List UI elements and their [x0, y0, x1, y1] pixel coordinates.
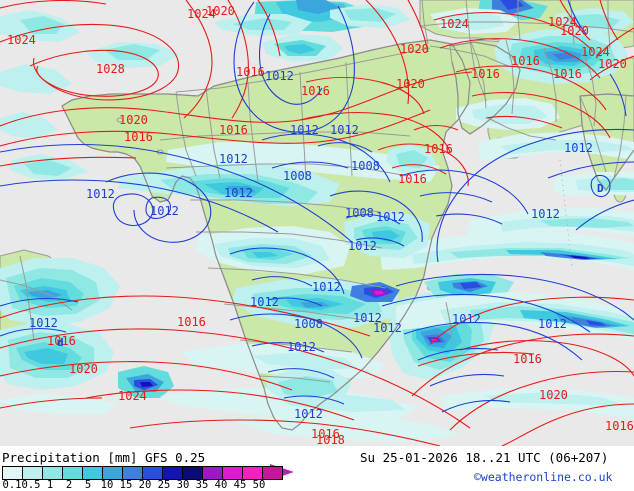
isobar-label: 1016	[177, 315, 206, 329]
isobar-label: 1016	[398, 172, 427, 186]
colorbar-tick: 1	[46, 479, 54, 491]
colorbar-tick: 50	[252, 479, 266, 491]
isobar-label: 1012	[294, 407, 323, 421]
isobar-label: 1018	[316, 433, 345, 446]
isobar-label: 1008	[294, 317, 323, 331]
pressure-centre-marker: d	[57, 336, 64, 349]
isobar-label: 1012	[219, 152, 248, 166]
colorbar-tick: 0.1	[2, 479, 22, 491]
colorbar-swatch	[103, 467, 123, 479]
chart-title: Precipitation [mm] GFS 0.25	[2, 450, 206, 465]
colorbar-swatch	[143, 467, 163, 479]
isobar-label: 1020	[539, 388, 568, 402]
isobar-label: 1020	[396, 77, 425, 91]
isobar-label: 1016	[511, 54, 540, 68]
isobar-label: 1012	[290, 123, 319, 137]
colorbar-swatch	[43, 467, 63, 479]
colorbar-tick: 2	[65, 479, 73, 491]
colorbar-tick: 0.5	[21, 479, 41, 491]
isobar-label: 1012	[312, 280, 341, 294]
colorbar-swatch	[163, 467, 183, 479]
isobar-label: 1012	[564, 141, 593, 155]
isobars-low	[0, 0, 634, 413]
isobar-label: 1028	[96, 62, 125, 76]
isobar-label: 1024	[118, 389, 147, 403]
colorbar-swatch	[203, 467, 223, 479]
isobar-label: 1016	[513, 352, 542, 366]
isobar-label: 1024	[7, 33, 36, 47]
colorbar-tick: 15	[119, 479, 133, 491]
colorbar-tick: 40	[214, 479, 228, 491]
colorbar-swatch	[123, 467, 143, 479]
isobar-label: 1024	[548, 15, 577, 29]
isobar-label: 1012	[265, 69, 294, 83]
isobar-label: 1016	[47, 334, 76, 348]
colorbar-swatch	[23, 467, 43, 479]
isobar-label: 1020	[206, 4, 235, 18]
isobar-label: 1012	[86, 187, 115, 201]
colorbar-tick: 25	[157, 479, 171, 491]
isobar-label: 1020	[119, 113, 148, 127]
isobar-label: 1020	[69, 362, 98, 376]
isobar-label: 1020	[400, 42, 429, 56]
canary-islands	[116, 117, 124, 123]
colorbar-swatch	[3, 467, 23, 479]
isobar-label: 1012	[250, 295, 279, 309]
precipitation-map[interactable]: 1028 1024 1024 1024 1024 1024 1020 1020 1020 1020…	[0, 0, 634, 446]
isobar-label: 1012	[376, 210, 405, 224]
isobar-label: 1012	[224, 186, 253, 200]
isobar-label: 1012	[348, 239, 377, 253]
colorbar-swatch	[243, 467, 263, 479]
copyright-credit: ©weatheronline.co.uk	[474, 470, 613, 484]
isobar-label: 1024	[581, 45, 610, 59]
isobar-label: 1020	[560, 24, 589, 38]
colorbar-swatches	[2, 466, 283, 480]
isobar-label: 1016	[236, 65, 265, 79]
isobar-label: 1008	[283, 169, 312, 183]
isobar-label: 1016	[553, 67, 582, 81]
legend-footer: Precipitation [mm] GFS 0.25 Su 25-01-202…	[0, 446, 634, 491]
colorbar-swatch	[183, 467, 203, 479]
isobar-label: 1012	[531, 207, 560, 221]
isobar-label: 1012	[150, 204, 179, 218]
isobar-label: 1016	[124, 130, 153, 144]
isobar-label: 1012	[353, 311, 382, 325]
isobar-label: 1012	[29, 316, 58, 330]
isobar-label: 1012	[330, 123, 359, 137]
colorbar-swatch	[63, 467, 83, 479]
colorbar-swatch	[83, 467, 103, 479]
colorbar-tick: 30	[176, 479, 190, 491]
isobar-label: 1016	[301, 84, 330, 98]
pressure-centre-marker: D	[597, 182, 604, 195]
isobar-label: 1012	[452, 312, 481, 326]
isobar-label: 1012	[538, 317, 567, 331]
isobar-label: 1008	[351, 159, 380, 173]
isobars-high	[0, 0, 634, 446]
colorbar-tick: 10	[100, 479, 114, 491]
isobar-label: 1020	[598, 57, 627, 71]
colorbar-swatch	[263, 467, 282, 479]
colorbar-tick: 35	[195, 479, 209, 491]
isobar-label: 1016	[311, 427, 340, 441]
isobar-label: 1016	[605, 419, 634, 433]
isobar-label: 1008	[345, 206, 374, 220]
colorbar-tick: 5	[84, 479, 92, 491]
isobar-label: 1024	[187, 7, 216, 21]
isobar-label: 1016	[424, 142, 453, 156]
isobar-label: 1012	[287, 340, 316, 354]
colorbar-tick: 45	[233, 479, 247, 491]
precipitation-field	[0, 0, 634, 442]
isobar-label: 1016	[219, 123, 248, 137]
colorbar-swatch	[223, 467, 243, 479]
map-canvas	[0, 0, 634, 446]
isobar-label: 1024	[440, 17, 469, 31]
isobar-label: 1012	[373, 321, 402, 335]
colorbar-tick: 20	[138, 479, 152, 491]
isobar-label: 1016	[471, 67, 500, 81]
forecast-timestamp: Su 25-01-2026 18..21 UTC (06+207)	[360, 450, 609, 465]
colorbar: 0.1 0.5 1 2 5 10 15 20 25 30 35 40 45 50	[2, 464, 332, 491]
latitude-dotted-line	[559, 159, 573, 269]
